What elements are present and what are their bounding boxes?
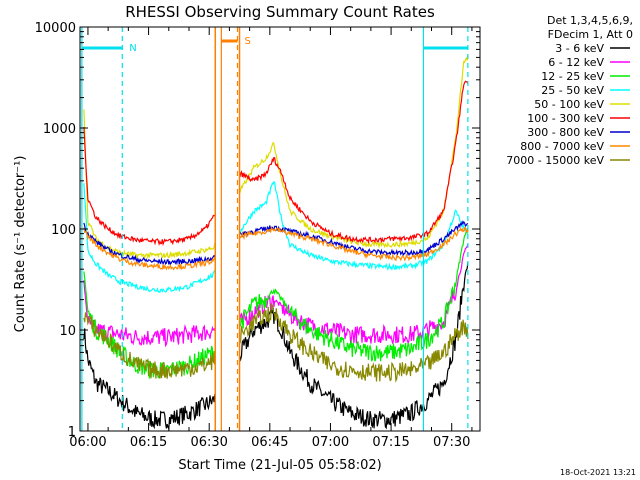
y-tick-label: 1000	[43, 122, 76, 137]
footer-timestamp: 18-Oct-2021 13:21	[560, 468, 636, 477]
x-tick-label: 07:15	[372, 435, 409, 450]
legend-label-5: 100 - 300 keV	[527, 112, 604, 125]
y-tick-label: 10	[59, 324, 76, 339]
series-line-8	[83, 303, 469, 383]
legend: Det 1,3,4,5,6,9, FDecim 1, Att 0 3 - 6 k…	[506, 14, 633, 167]
x-tick-label: 07:30	[433, 435, 470, 450]
x-tick-label: 06:00	[69, 435, 106, 450]
legend-label-7: 800 - 7000 keV	[520, 140, 604, 153]
legend-header-1: Det 1,3,4,5,6,9,	[547, 14, 633, 27]
axes: 1 10 100 1000 10000 06:00 06:15 06:30 06:45 07:00…	[35, 21, 481, 450]
series-line-5	[83, 80, 469, 247]
legend-label-8: 7000 - 15000 keV	[506, 154, 604, 167]
chart-title: RHESSI Observing Summary Count Rates	[125, 3, 435, 21]
y-axis-label: Count Rate (s⁻¹ detector⁻¹)	[13, 156, 28, 333]
legend-label-6: 300 - 800 keV	[527, 126, 604, 139]
saa-marker-label: S	[244, 36, 250, 47]
legend-label-3: 25 - 50 keV	[541, 84, 604, 97]
series-line-7	[83, 226, 469, 271]
x-tick-label: 07:00	[312, 435, 349, 450]
series-line-0	[83, 262, 469, 431]
legend-label-4: 50 - 100 keV	[534, 98, 604, 111]
legend-label-1: 6 - 12 keV	[548, 56, 604, 69]
series-line-3	[83, 180, 469, 294]
x-axis-label: Start Time (21-Jul-05 05:58:02)	[178, 458, 381, 473]
legend-label-2: 12 - 25 keV	[541, 70, 604, 83]
y-tick-label: 100	[51, 223, 76, 238]
x-tick-label: 06:30	[190, 435, 227, 450]
x-tick-label: 06:45	[251, 435, 288, 450]
legend-header-2: FDecim 1, Att 0	[548, 28, 633, 41]
series-line-2	[83, 228, 469, 380]
night-marker-label: N	[129, 43, 136, 54]
x-tick-label: 06:15	[130, 435, 167, 450]
y-tick-label: 1	[68, 425, 76, 440]
y-tick-label: 10000	[35, 21, 76, 36]
plot-area: NS	[81, 27, 469, 431]
legend-label-0: 3 - 6 keV	[555, 42, 604, 55]
